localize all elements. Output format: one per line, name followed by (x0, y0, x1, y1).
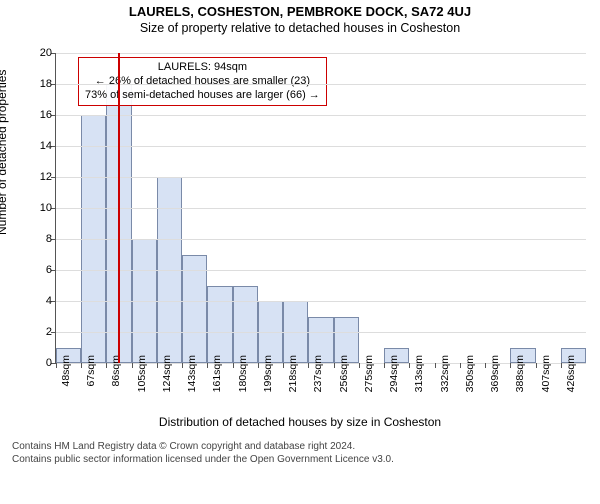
xtick-mark (308, 363, 309, 368)
xtick-mark (157, 363, 158, 368)
gridline (56, 177, 586, 178)
page-title: LAURELS, COSHESTON, PEMBROKE DOCK, SA72 … (0, 4, 600, 19)
xtick-label: 86sqm (110, 355, 122, 399)
xtick-label: 332sqm (439, 355, 451, 399)
xtick-mark (409, 363, 410, 368)
gridline (56, 53, 586, 54)
xtick-mark (435, 363, 436, 368)
ytick-label: 0 (28, 357, 52, 369)
xtick-mark (132, 363, 133, 368)
annotation-line2: ← 26% of detached houses are smaller (23… (85, 75, 320, 89)
gridline (56, 84, 586, 85)
xtick-label: 350sqm (464, 355, 476, 399)
xtick-mark (536, 363, 537, 368)
bar (207, 286, 232, 364)
xtick-mark (384, 363, 385, 368)
xtick-label: 369sqm (489, 355, 501, 399)
xtick-label: 275sqm (363, 355, 375, 399)
ytick-label: 8 (28, 233, 52, 245)
xtick-label: 313sqm (413, 355, 425, 399)
gridline (56, 146, 586, 147)
xtick-mark (56, 363, 57, 368)
annotation-line3: 73% of semi-detached houses are larger (… (85, 89, 320, 103)
ytick-label: 14 (28, 140, 52, 152)
xtick-label: 294sqm (388, 355, 400, 399)
marker-line (118, 53, 120, 363)
gridline (56, 332, 586, 333)
xtick-mark (182, 363, 183, 368)
ytick-label: 20 (28, 47, 52, 59)
gridline (56, 115, 586, 116)
ytick-label: 6 (28, 264, 52, 276)
xtick-label: 124sqm (161, 355, 173, 399)
gridline (56, 239, 586, 240)
y-axis-label: Number of detached properties (0, 70, 9, 235)
footer: Contains HM Land Registry data © Crown c… (12, 441, 588, 466)
xtick-mark (283, 363, 284, 368)
xtick-mark (207, 363, 208, 368)
x-axis-label: Distribution of detached houses by size … (0, 415, 600, 429)
ytick-label: 12 (28, 171, 52, 183)
annotation-box: LAURELS: 94sqm ← 26% of detached houses … (78, 57, 327, 106)
ytick-label: 10 (28, 202, 52, 214)
page-subtitle: Size of property relative to detached ho… (0, 21, 600, 35)
xtick-label: 426sqm (565, 355, 577, 399)
xtick-mark (233, 363, 234, 368)
xtick-mark (561, 363, 562, 368)
chart-container: Number of detached properties LAURELS: 9… (0, 35, 600, 435)
ytick-label: 4 (28, 295, 52, 307)
ytick-label: 2 (28, 326, 52, 338)
ytick-label: 16 (28, 109, 52, 121)
plot-area: LAURELS: 94sqm ← 26% of detached houses … (55, 53, 586, 364)
xtick-label: 388sqm (514, 355, 526, 399)
gridline (56, 270, 586, 271)
xtick-mark (106, 363, 107, 368)
xtick-mark (359, 363, 360, 368)
xtick-label: 180sqm (237, 355, 249, 399)
xtick-mark (510, 363, 511, 368)
xtick-mark (81, 363, 82, 368)
ytick-label: 18 (28, 78, 52, 90)
xtick-label: 105sqm (136, 355, 148, 399)
xtick-mark (485, 363, 486, 368)
bar (233, 286, 258, 364)
xtick-label: 143sqm (186, 355, 198, 399)
gridline (56, 301, 586, 302)
xtick-label: 199sqm (262, 355, 274, 399)
xtick-mark (258, 363, 259, 368)
xtick-label: 48sqm (60, 355, 72, 399)
footer-line2: Contains public sector information licen… (12, 454, 588, 467)
xtick-mark (460, 363, 461, 368)
xtick-label: 161sqm (211, 355, 223, 399)
footer-line1: Contains HM Land Registry data © Crown c… (12, 441, 588, 454)
xtick-label: 256sqm (338, 355, 350, 399)
xtick-label: 237sqm (312, 355, 324, 399)
xtick-label: 67sqm (85, 355, 97, 399)
xtick-label: 407sqm (540, 355, 552, 399)
xtick-label: 218sqm (287, 355, 299, 399)
annotation-line1: LAURELS: 94sqm (85, 61, 320, 75)
xtick-mark (334, 363, 335, 368)
gridline (56, 208, 586, 209)
